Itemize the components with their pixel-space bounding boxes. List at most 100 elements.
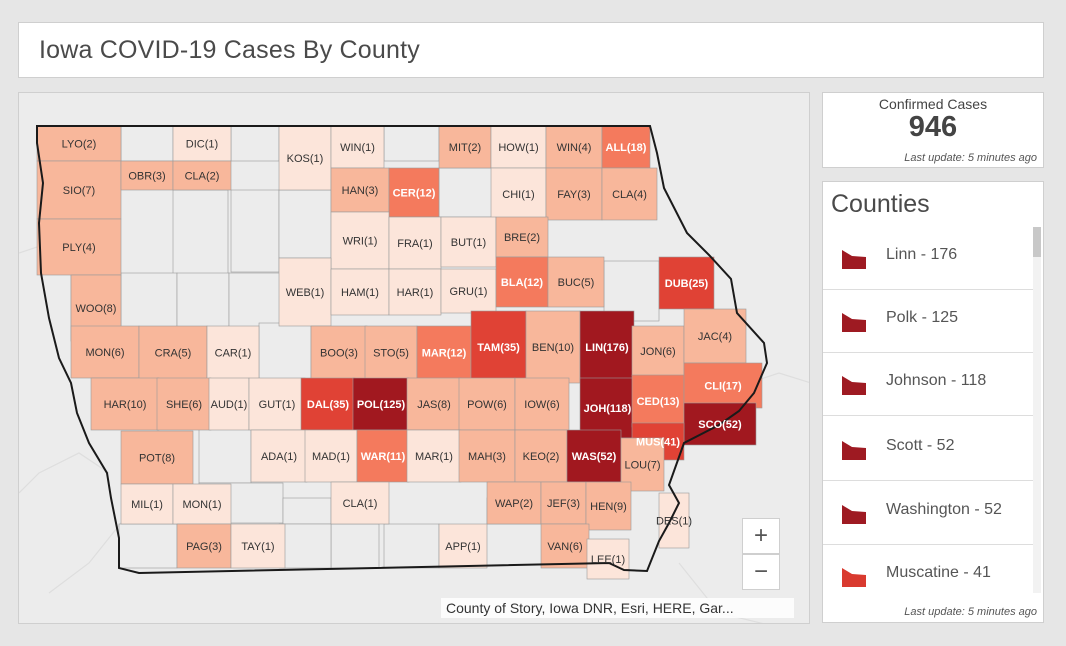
county-shape[interactable] xyxy=(601,167,658,221)
county-shape[interactable] xyxy=(514,377,570,431)
county-list-item[interactable]: Polk - 125 xyxy=(823,290,1034,353)
county-shape[interactable] xyxy=(631,374,685,428)
county-shape[interactable] xyxy=(330,268,390,316)
last-update-text: Last update: 5 minutes ago xyxy=(904,152,1037,164)
county-shape[interactable] xyxy=(310,325,368,380)
county-label: TAM(35) xyxy=(477,342,520,354)
county-label: JOH(118) xyxy=(584,403,632,415)
county-label: FRA(1) xyxy=(397,238,432,250)
county-shape[interactable] xyxy=(658,256,715,310)
county-shape[interactable] xyxy=(248,377,306,431)
county-shape[interactable] xyxy=(514,429,568,483)
county-shape[interactable] xyxy=(601,125,651,169)
county-shape[interactable] xyxy=(278,257,332,327)
county-shape[interactable] xyxy=(540,481,587,525)
county-shape[interactable] xyxy=(176,523,232,569)
county-shape[interactable] xyxy=(579,310,635,384)
county-shape[interactable] xyxy=(278,125,332,191)
county-list-item[interactable]: Muscatine - 41 xyxy=(823,545,1034,595)
county-shape[interactable] xyxy=(440,216,497,268)
county-shape[interactable] xyxy=(438,523,488,569)
county-shape[interactable] xyxy=(172,125,232,162)
county-shape[interactable] xyxy=(566,429,622,483)
county-shape[interactable] xyxy=(330,481,390,525)
county-shape[interactable] xyxy=(208,377,250,431)
county-shape[interactable] xyxy=(486,481,542,525)
county-shape[interactable] xyxy=(356,429,410,483)
county-label: MAR(12) xyxy=(422,348,467,360)
county-shape[interactable] xyxy=(70,325,140,379)
county-shape[interactable] xyxy=(388,167,440,218)
county-label: CED(13) xyxy=(637,396,680,408)
county-shape[interactable] xyxy=(490,125,547,169)
county-label: MAH(3) xyxy=(468,451,506,463)
map-attribution[interactable]: County of Story, Iowa DNR, Esri, HERE, G… xyxy=(441,598,794,618)
county-shape[interactable] xyxy=(388,268,442,316)
county-label: MAD(1) xyxy=(312,451,350,463)
list-scrollbar[interactable] xyxy=(1033,227,1041,593)
county-shape[interactable] xyxy=(388,216,442,270)
county-label: HEN(9) xyxy=(590,501,627,513)
county-label: CER(12) xyxy=(393,188,436,200)
zoom-in-button[interactable]: + xyxy=(742,518,780,554)
county-shape[interactable] xyxy=(406,429,462,483)
county-shape[interactable] xyxy=(250,429,308,483)
county-shape[interactable] xyxy=(495,256,549,308)
county-shape[interactable] xyxy=(330,167,390,213)
county-label: ALL(18) xyxy=(606,142,647,154)
county-shape[interactable] xyxy=(440,268,497,314)
county-label: HOW(1) xyxy=(498,142,538,154)
county-label: HAM(1) xyxy=(341,287,379,299)
county-shape[interactable] xyxy=(230,523,286,569)
county-shape[interactable] xyxy=(300,377,356,431)
county-label: BOO(3) xyxy=(320,348,358,360)
county-label: POT(8) xyxy=(139,453,175,465)
county-label: DAL(35) xyxy=(307,399,350,411)
county-label: DES(1) xyxy=(656,516,692,528)
iowa-county-map[interactable]: LYO(2) DIC(1) KOS(1) WIN(1) MIT(2) HOW(1) WIN(… xyxy=(19,93,810,624)
county-label: JAS(8) xyxy=(417,399,451,411)
county-shape[interactable] xyxy=(206,325,260,380)
county-shape[interactable] xyxy=(36,218,122,276)
county-shape-icon xyxy=(842,313,866,332)
county-label: MON(1) xyxy=(182,499,221,511)
county-shape[interactable] xyxy=(120,483,174,525)
county-label: CRA(5) xyxy=(155,348,192,360)
county-shape[interactable] xyxy=(330,125,385,169)
county-shape[interactable] xyxy=(90,377,160,431)
county-shape[interactable] xyxy=(495,216,549,258)
county-list-label: Washington - 52 xyxy=(886,501,1002,518)
county-label: PAG(3) xyxy=(186,541,222,553)
county-shape[interactable] xyxy=(438,125,492,169)
county-shape[interactable] xyxy=(540,523,590,569)
county-list-item[interactable]: Linn - 176 xyxy=(823,227,1034,290)
county-shape[interactable] xyxy=(586,538,630,580)
county-shape[interactable] xyxy=(138,325,208,380)
county-shape[interactable] xyxy=(585,481,632,531)
county-shape[interactable] xyxy=(406,377,462,431)
county-list-item[interactable]: Scott - 52 xyxy=(823,418,1034,481)
county-shape-icon xyxy=(842,568,866,587)
county-label: IOW(6) xyxy=(524,399,559,411)
county-label: WEB(1) xyxy=(286,287,325,299)
county-list-item[interactable]: Washington - 52 xyxy=(823,482,1034,545)
county-label: WAP(2) xyxy=(495,498,533,510)
county-shape[interactable] xyxy=(120,430,194,485)
county-shape[interactable] xyxy=(458,429,516,483)
county-shape[interactable] xyxy=(304,429,358,483)
county-shape[interactable] xyxy=(579,377,636,439)
county-label: MIL(1) xyxy=(131,499,163,511)
county-shape[interactable] xyxy=(658,492,690,549)
map-view[interactable]: LYO(2) DIC(1) KOS(1) WIN(1) MIT(2) HOW(1) WIN(… xyxy=(18,92,810,624)
zoom-out-button[interactable]: − xyxy=(742,554,780,590)
county-shape[interactable] xyxy=(545,125,603,169)
county-list-label: Polk - 125 xyxy=(886,309,959,326)
county-label: CLA(1) xyxy=(343,498,378,510)
county-list-item[interactable]: Johnson - 118 xyxy=(823,353,1034,416)
list-scrollbar-thumb[interactable] xyxy=(1033,227,1041,257)
county-shape[interactable] xyxy=(120,160,174,191)
county-shape[interactable] xyxy=(172,160,232,191)
county-polygons[interactable] xyxy=(36,125,763,580)
county-shape[interactable] xyxy=(547,256,605,308)
county-label: SHE(6) xyxy=(166,399,202,411)
